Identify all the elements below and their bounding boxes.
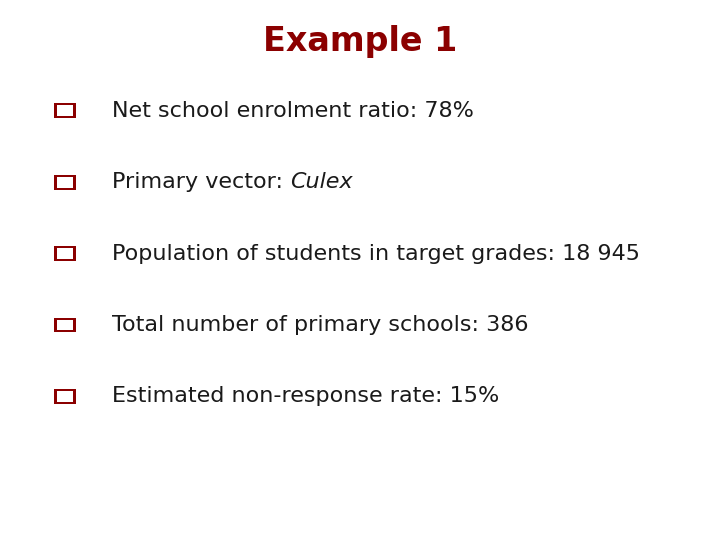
FancyBboxPatch shape (57, 320, 73, 330)
Text: Slide 17: Slide 17 (23, 509, 89, 524)
FancyBboxPatch shape (54, 175, 76, 190)
FancyBboxPatch shape (57, 248, 73, 259)
Text: World Health
Organization: World Health Organization (627, 505, 695, 528)
FancyBboxPatch shape (54, 389, 76, 404)
FancyBboxPatch shape (54, 246, 76, 261)
FancyBboxPatch shape (54, 318, 76, 333)
Text: Total number of primary schools: 386: Total number of primary schools: 386 (112, 315, 528, 335)
Text: Example 1: Example 1 (263, 25, 457, 58)
FancyBboxPatch shape (57, 391, 73, 402)
FancyBboxPatch shape (57, 177, 73, 187)
Text: Net school enrolment ratio: 78%: Net school enrolment ratio: 78% (112, 101, 474, 121)
Text: Population of students in target grades: 18 945: Population of students in target grades:… (112, 244, 639, 264)
FancyBboxPatch shape (54, 104, 76, 118)
Text: Primary vector:: Primary vector: (112, 172, 289, 192)
Text: Estimated non-response rate: 15%: Estimated non-response rate: 15% (112, 387, 499, 407)
FancyBboxPatch shape (57, 105, 73, 116)
Text: Module 8 Survey sample builder (SSB): Module 8 Survey sample builder (SSB) (90, 509, 372, 524)
Text: Culex: Culex (289, 172, 352, 192)
